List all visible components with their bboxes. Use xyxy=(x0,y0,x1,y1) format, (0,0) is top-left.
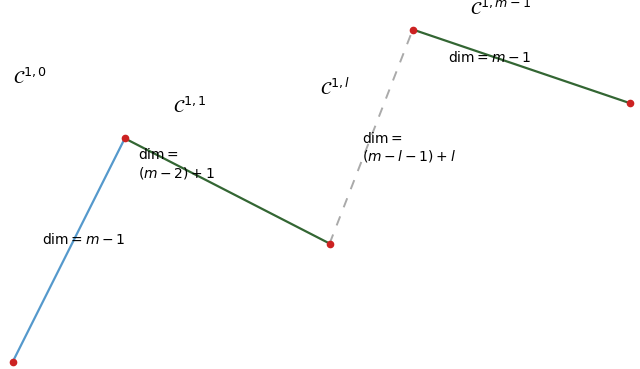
Text: $\mathcal{C}^{1,m-1}$: $\mathcal{C}^{1,m-1}$ xyxy=(470,0,532,19)
Text: $\mathrm{dim} =$
$(m-l-1)+l$: $\mathrm{dim} =$ $(m-l-1)+l$ xyxy=(362,131,456,164)
Text: $\mathcal{C}^{1,0}$: $\mathcal{C}^{1,0}$ xyxy=(13,68,47,87)
Text: $\mathcal{C}^{1,1}$: $\mathcal{C}^{1,1}$ xyxy=(173,97,207,117)
Text: $\mathrm{dim} = m-1$: $\mathrm{dim} = m-1$ xyxy=(448,50,531,65)
Text: $\mathcal{C}^{1,l}$: $\mathcal{C}^{1,l}$ xyxy=(320,78,350,99)
Text: $\mathrm{dim} =$
$(m-2)+1$: $\mathrm{dim} =$ $(m-2)+1$ xyxy=(138,148,214,181)
Text: $\mathrm{dim} = m-1$: $\mathrm{dim} = m-1$ xyxy=(42,232,125,247)
